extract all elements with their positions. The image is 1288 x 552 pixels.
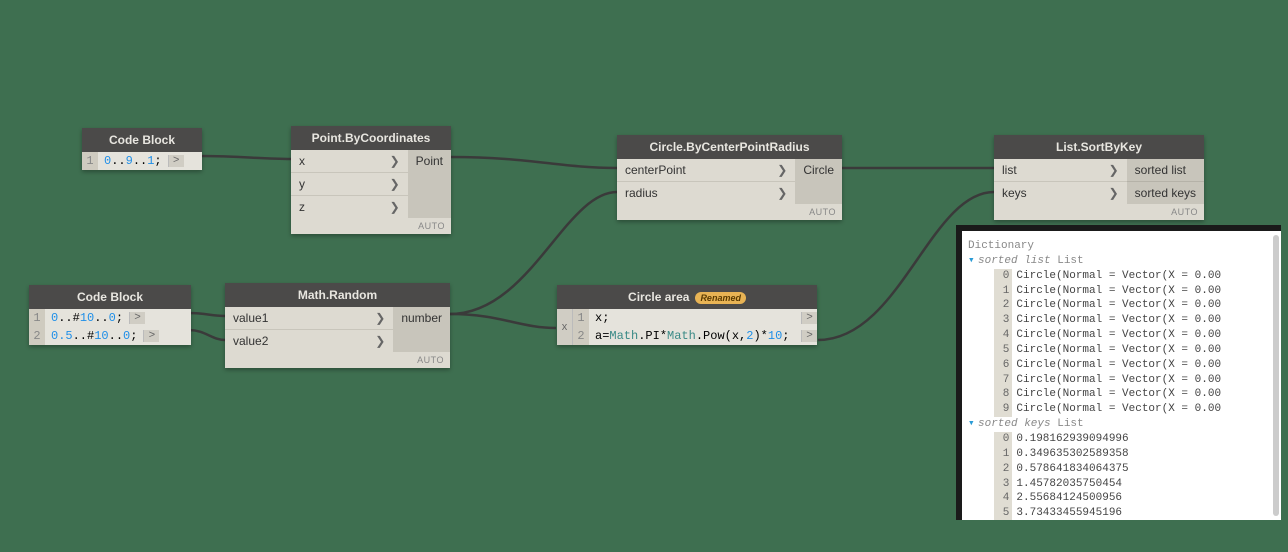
in-port-y[interactable]: y❯ bbox=[291, 173, 408, 195]
chevron-right-icon: ❯ bbox=[375, 311, 385, 325]
out-port[interactable]: > bbox=[143, 330, 159, 342]
output-preview-panel[interactable]: Dictionary▾sorted list List 0Circle(Norm… bbox=[956, 225, 1281, 520]
renamed-badge: Renamed bbox=[695, 292, 746, 304]
node-circle-bycenterpointradius[interactable]: Circle.ByCenterPointRadius centerPoint❯ … bbox=[617, 135, 842, 220]
lacing-tag[interactable]: AUTO bbox=[994, 204, 1204, 220]
line-number: 1 bbox=[82, 152, 98, 170]
node-title: Code Block bbox=[82, 128, 202, 152]
chevron-right-icon: ❯ bbox=[777, 186, 787, 200]
chevron-right-icon: ❯ bbox=[390, 177, 400, 191]
out-port[interactable]: > bbox=[801, 330, 817, 342]
in-port-x[interactable]: x❯ bbox=[291, 150, 408, 172]
chevron-right-icon: ❯ bbox=[1109, 163, 1119, 177]
code-line: 2 a=Math.PI*Math.Pow(x,2)*10; > bbox=[573, 327, 817, 345]
code-line: 1 x; > bbox=[573, 309, 817, 327]
lacing-tag[interactable]: AUTO bbox=[225, 352, 450, 368]
node-point-bycoordinates[interactable]: Point.ByCoordinates x❯ y❯ z❯ Point AUTO bbox=[291, 126, 451, 234]
node-title: Math.Random bbox=[225, 283, 450, 307]
code-text[interactable]: a=Math.PI*Math.Pow(x,2)*10; bbox=[589, 327, 801, 345]
in-port-z[interactable]: z❯ bbox=[291, 196, 408, 218]
node-code-block-2[interactable]: Code Block 1 0..#10..0; > 2 0.5..#10..0;… bbox=[29, 285, 191, 345]
code-line: 1 0..#10..0; > bbox=[29, 309, 191, 327]
code-text[interactable]: 0..9..1; bbox=[98, 152, 168, 170]
node-title: List.SortByKey bbox=[994, 135, 1204, 159]
in-port-x[interactable]: x bbox=[557, 309, 573, 345]
out-port[interactable]: > bbox=[129, 312, 145, 324]
in-port-value1[interactable]: value1❯ bbox=[225, 307, 393, 329]
code-text[interactable]: 0..#10..0; bbox=[45, 309, 129, 327]
in-port-value2[interactable]: value2❯ bbox=[225, 330, 393, 352]
chevron-right-icon: ❯ bbox=[375, 334, 385, 348]
lacing-tag[interactable]: AUTO bbox=[617, 204, 842, 220]
node-list-sortbykey[interactable]: List.SortByKey list❯ keys❯ sorted list s… bbox=[994, 135, 1204, 220]
code-line: 2 0.5..#10..0; > bbox=[29, 327, 191, 345]
code-text[interactable]: 0.5..#10..0; bbox=[45, 327, 143, 345]
in-port-list[interactable]: list❯ bbox=[994, 159, 1127, 181]
lacing-tag[interactable]: AUTO bbox=[291, 218, 451, 234]
in-port-radius[interactable]: radius❯ bbox=[617, 182, 795, 204]
line-number: 2 bbox=[573, 327, 589, 345]
chevron-right-icon: ❯ bbox=[390, 154, 400, 168]
line-number: 1 bbox=[29, 309, 45, 327]
node-code-block-1[interactable]: Code Block 1 0..9..1; > bbox=[82, 128, 202, 170]
code-text[interactable]: x; bbox=[589, 309, 801, 327]
node-circle-area[interactable]: Circle areaRenamed x 1 x; > 2 a=Math.PI*… bbox=[557, 285, 817, 345]
out-port-circle[interactable]: Circle bbox=[795, 159, 842, 181]
line-number: 2 bbox=[29, 327, 45, 345]
chevron-right-icon: ❯ bbox=[390, 200, 400, 214]
node-title: Point.ByCoordinates bbox=[291, 126, 451, 150]
chevron-right-icon: ❯ bbox=[777, 163, 787, 177]
code-line: 1 0..9..1; > bbox=[82, 152, 202, 170]
out-port[interactable]: > bbox=[801, 312, 817, 324]
out-port-point[interactable]: Point bbox=[408, 150, 451, 172]
out-port-sorted-keys[interactable]: sorted keys bbox=[1127, 181, 1204, 204]
chevron-right-icon: ❯ bbox=[1109, 186, 1119, 200]
in-port-keys[interactable]: keys❯ bbox=[994, 182, 1127, 204]
in-port-centerpoint[interactable]: centerPoint❯ bbox=[617, 159, 795, 181]
node-title: Circle areaRenamed bbox=[557, 285, 817, 309]
out-port-sorted-list[interactable]: sorted list bbox=[1127, 159, 1204, 181]
node-title: Code Block bbox=[29, 285, 191, 309]
out-port[interactable]: > bbox=[168, 155, 184, 167]
line-number: 1 bbox=[573, 309, 589, 327]
out-port-number[interactable]: number bbox=[393, 307, 450, 329]
node-title: Circle.ByCenterPointRadius bbox=[617, 135, 842, 159]
node-math-random[interactable]: Math.Random value1❯ value2❯ number AUTO bbox=[225, 283, 450, 368]
